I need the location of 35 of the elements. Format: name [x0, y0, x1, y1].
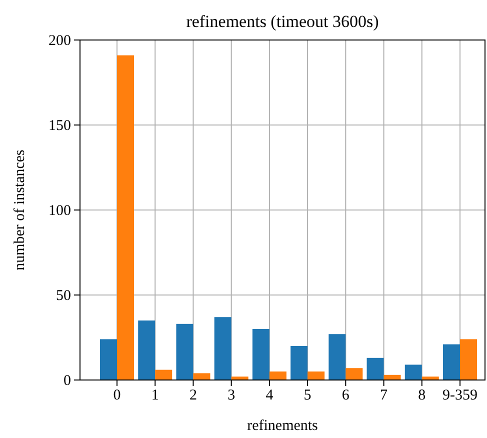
bar [252, 329, 270, 380]
bar [214, 317, 232, 380]
bar [404, 364, 422, 380]
y-tick-label: 0 [64, 372, 71, 389]
x-tick-label: 7 [380, 388, 388, 404]
x-tick-label: 2 [189, 388, 197, 404]
x-axis-title: refinements [247, 418, 318, 434]
bar [460, 339, 477, 380]
bar [193, 373, 210, 380]
x-tick-label: 0 [113, 388, 121, 404]
x-tick-label: 3 [228, 388, 236, 404]
bar [117, 55, 134, 380]
x-tick-label: 9-359 [442, 388, 478, 404]
bar [443, 344, 460, 380]
bar [138, 320, 156, 380]
bar [269, 372, 286, 380]
bar [346, 368, 363, 380]
bar [308, 372, 325, 380]
chart-title: refinements (timeout 3600s) [186, 12, 379, 31]
x-tick-label: 4 [266, 388, 274, 404]
x-tick-label: 5 [304, 388, 312, 404]
y-tick-label: 200 [48, 32, 71, 49]
bar [366, 358, 384, 380]
y-tick-label: 50 [56, 288, 71, 304]
x-tick-label: 6 [342, 388, 350, 404]
bar [155, 370, 172, 380]
bar [290, 346, 308, 380]
y-tick-label: 150 [48, 118, 71, 134]
x-tick-label: 1 [151, 388, 159, 404]
bar [100, 339, 117, 380]
bar [328, 334, 346, 380]
x-tick-label: 8 [418, 388, 426, 404]
y-tick-label: 100 [48, 202, 71, 219]
bar [176, 324, 194, 380]
y-axis-title: number of instances [12, 149, 28, 270]
